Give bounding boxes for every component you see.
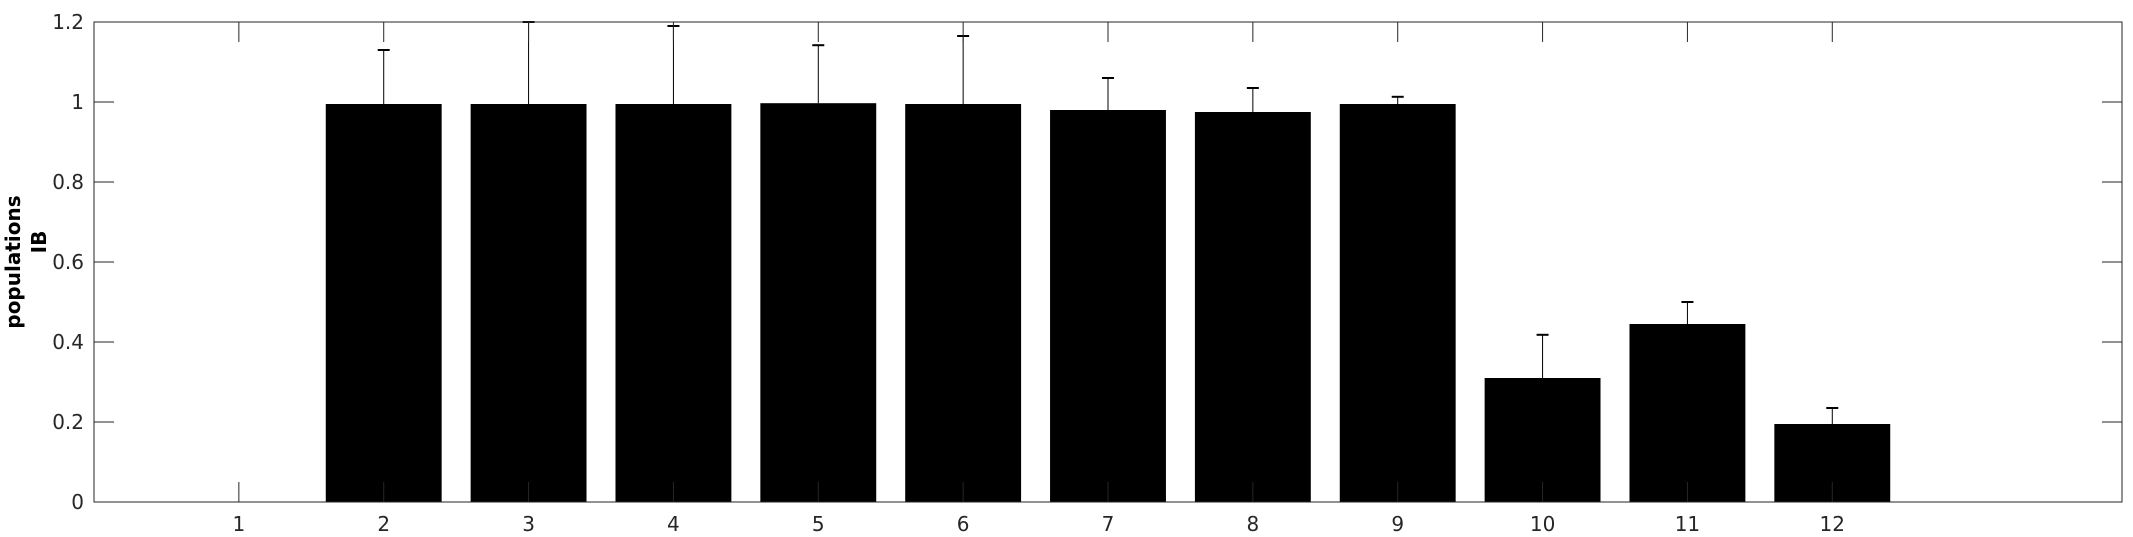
x-tick-label-2: 2: [377, 512, 390, 533]
bar-9: [1339, 104, 1456, 502]
y-axis-label-line-1: populations: [1, 195, 25, 328]
x-tick-label-7: 7: [1102, 512, 1115, 533]
bar-7: [1050, 110, 1166, 502]
x-tick-label-6: 6: [957, 512, 970, 533]
bar-10: [1484, 378, 1601, 502]
y-tick-label-6: 1.2: [52, 10, 84, 34]
y-axis-label-line-2: IB: [27, 231, 51, 254]
x-tick-label-12: 12: [1820, 512, 1845, 533]
bar-2: [325, 104, 442, 502]
y-tick-label-3: 0.6: [52, 250, 84, 274]
x-tick-label-3: 3: [522, 512, 535, 533]
bars-layer: [325, 103, 1891, 502]
x-tick-label-10: 10: [1530, 512, 1555, 533]
bar-4: [615, 104, 732, 502]
x-tick-labels: 1 2 3 4 5 6 7 8 9 10 11 12: [232, 512, 1845, 536]
y-tick-label-5: 1: [71, 90, 84, 114]
bar-8: [1194, 112, 1311, 502]
x-tick-label-8: 8: [1246, 512, 1259, 533]
y-tick-label-1: 0.2: [52, 410, 84, 434]
x-tick-label-9: 9: [1391, 512, 1404, 533]
bar-6: [905, 104, 1022, 502]
x-tick-label-4: 4: [667, 512, 680, 533]
bar-5: [760, 103, 877, 502]
x-tick-label-1: 1: [232, 512, 245, 533]
y-tick-label-4: 0.8: [52, 170, 84, 194]
y-tick-label-2: 0.4: [52, 330, 84, 354]
y-axis-label: populations IB: [1, 195, 51, 328]
x-tick-label-5: 5: [812, 512, 825, 533]
bar-11: [1629, 324, 1746, 502]
y-tick-labels: 0 0.2 0.4 0.6 0.8 1 1.2: [52, 10, 84, 514]
y-tick-label-0: 0: [71, 490, 84, 514]
ticks-layer: [94, 21, 2122, 503]
x-tick-label-11: 11: [1675, 512, 1700, 533]
bar-3: [470, 104, 587, 502]
error-bars-layer: [377, 21, 1839, 424]
